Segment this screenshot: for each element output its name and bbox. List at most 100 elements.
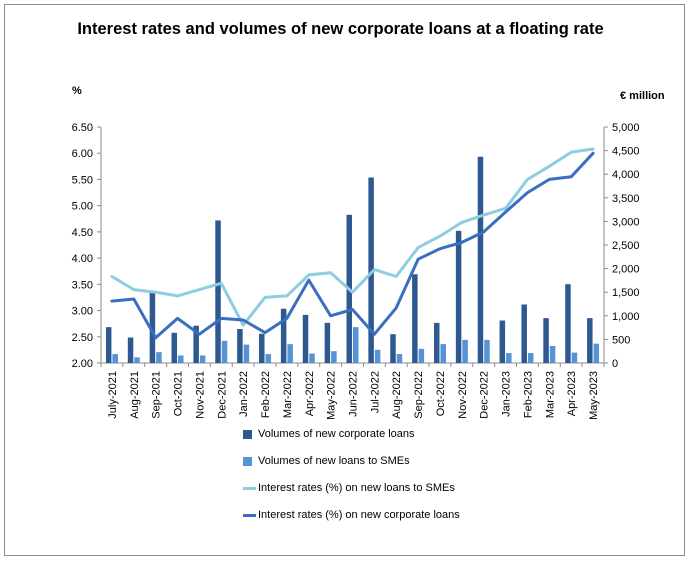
bar-sme-volume [374, 349, 381, 363]
bar-corporate-volume [237, 329, 243, 363]
x-tick-label: Nov-2022 [457, 371, 469, 419]
chart-legend: Volumes of new corporate loans Volumes o… [243, 428, 543, 536]
x-tick-label: Jun-2022 [348, 371, 360, 417]
bar-sme-volume [593, 343, 600, 363]
bar-sme-volume [134, 357, 140, 363]
bar-corporate-volume [193, 325, 199, 363]
legend-label: Volumes of new loans to SMEs [258, 455, 410, 467]
line-corporate-rates [110, 151, 595, 340]
x-tick-label: Aug-2022 [391, 371, 403, 419]
bar-corporate-volume [499, 320, 506, 363]
x-tick-label: Jan-2022 [238, 371, 250, 417]
x-tick-label: Jul-2022 [369, 371, 381, 413]
x-tick-label: Feb-2023 [522, 371, 534, 418]
bar-corporate-volume [412, 274, 418, 363]
x-tick-label: July-2021 [107, 371, 119, 419]
bar-sme-volume [549, 346, 556, 363]
bar-corporate-volume [105, 327, 112, 363]
legend-key-sme-volumes [243, 457, 252, 466]
left-tick-label: 4.00 [72, 253, 93, 265]
right-tick-label: 500 [612, 334, 630, 346]
bar-corporate-volume [259, 333, 265, 363]
legend-item: Volumes of new corporate loans [243, 428, 543, 455]
right-tick-label: 3,500 [612, 193, 640, 205]
bar-sme-volume [287, 344, 293, 363]
right-tick-label: 1,000 [612, 311, 640, 323]
bar-corporate-volume [455, 230, 462, 363]
bar-sme-volume [353, 327, 359, 363]
legend-key-sme-rates [243, 487, 256, 490]
x-tick-label: Mar-2023 [544, 371, 556, 418]
bar-corporate-volume [368, 177, 374, 363]
chart-title: Interest rates and volumes of new corpor… [77, 20, 604, 38]
left-tick-label: 6.00 [72, 148, 93, 160]
x-tick-label: Sep-2022 [413, 371, 425, 419]
left-tick-label: 2.50 [72, 332, 93, 344]
bar-corporate-volume [433, 322, 440, 363]
bar-sme-volume [484, 339, 490, 363]
bar-sme-volume [418, 348, 425, 363]
bar-sme-volume [178, 355, 184, 363]
left-tick-label: 5.00 [72, 201, 93, 213]
bar-sme-volume [309, 353, 315, 363]
right-tick-label: 4,500 [612, 146, 640, 158]
x-tick-label: Apr-2023 [566, 371, 578, 416]
bar-corporate-volume [390, 334, 396, 363]
line-sme-rates [110, 147, 595, 327]
right-tick-label: 0 [612, 358, 618, 370]
right-tick-label: 2,000 [612, 264, 640, 276]
bar-sme-volume [506, 353, 512, 363]
legend-item: Interest rates (%) on new loans to SMEs [243, 482, 543, 509]
bar-corporate-volume [302, 314, 309, 363]
bar-corporate-volume [127, 337, 134, 363]
legend-label: Interest rates (%) on new loans to SMEs [258, 482, 455, 494]
bar-corporate-volume [587, 318, 593, 363]
legend-key-corporate-volumes [243, 430, 252, 439]
left-tick-label: 3.00 [72, 306, 93, 318]
right-tick-label: 3,000 [612, 216, 640, 228]
left-tick-label: 6.50 [72, 122, 93, 134]
x-tick-label: Apr-2022 [304, 371, 316, 416]
bar-corporate-volume [171, 332, 178, 363]
left-tick-label: 2.00 [72, 358, 93, 370]
left-tick-label: 4.50 [72, 227, 93, 239]
bar-corporate-volume [149, 292, 156, 363]
bar-sme-volume [199, 355, 206, 363]
x-tick-label: Oct-2021 [173, 371, 185, 416]
right-tick-label: 2,500 [612, 240, 640, 252]
right-tick-label: 4,000 [612, 169, 640, 181]
x-tick-label: Oct-2022 [435, 371, 447, 416]
x-tick-label: Mar-2022 [282, 371, 294, 418]
x-tick-label: Sep-2021 [151, 371, 163, 419]
legend-label: Volumes of new corporate loans [258, 428, 415, 440]
right-tick-label: 5,000 [612, 122, 640, 134]
bar-corporate-volume [565, 284, 571, 363]
bar-sme-volume [265, 354, 272, 363]
legend-item: Volumes of new loans to SMEs [243, 455, 543, 482]
x-tick-label: May-2022 [326, 371, 338, 420]
bar-sme-volume [571, 352, 578, 363]
legend-key-corporate-rates [243, 514, 256, 517]
bar-sme-volume [221, 340, 228, 363]
bar-corporate-volume [477, 156, 484, 363]
bar-sme-volume [462, 339, 468, 363]
bar-sme-volume [527, 353, 534, 363]
bar-corporate-volume [280, 308, 287, 363]
x-tick-label: Nov-2021 [194, 371, 206, 419]
x-tick-label: May-2023 [588, 371, 600, 420]
x-tick-label: Aug-2021 [129, 371, 141, 419]
bar-corporate-volume [543, 318, 549, 363]
bar-sme-volume [156, 352, 162, 363]
left-tick-label: 3.50 [72, 279, 93, 291]
x-tick-label: Feb-2022 [260, 371, 272, 418]
x-tick-label: Dec-2022 [479, 371, 491, 419]
x-tick-label: Jan-2023 [501, 371, 513, 417]
right-tick-label: 1,500 [612, 287, 640, 299]
legend-label: Interest rates (%) on new corporate loan… [258, 509, 460, 521]
bar-corporate-volume [521, 304, 527, 363]
bar-sme-volume [331, 351, 337, 363]
bar-corporate-volume [324, 322, 331, 363]
bar-sme-volume [243, 344, 250, 363]
bar-corporate-volume [215, 220, 221, 363]
